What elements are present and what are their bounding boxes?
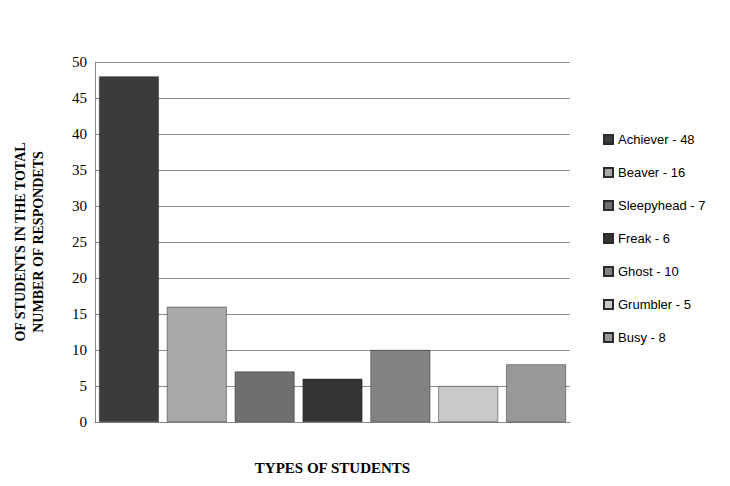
svg-text:OF STUDENTS IN THE TOTAL: OF STUDENTS IN THE TOTAL <box>13 142 28 341</box>
svg-text:0: 0 <box>80 414 88 430</box>
svg-text:10: 10 <box>72 342 87 358</box>
svg-text:35: 35 <box>72 162 87 178</box>
svg-text:30: 30 <box>72 198 87 214</box>
svg-text:Busy - 8: Busy - 8 <box>618 330 666 345</box>
svg-text:Ghost - 10: Ghost - 10 <box>618 264 679 279</box>
svg-text:50: 50 <box>72 54 87 70</box>
svg-text:TYPES OF STUDENTS: TYPES OF STUDENTS <box>255 460 410 476</box>
svg-text:20: 20 <box>72 270 87 286</box>
svg-text:NUMBER OF RESPONDETS: NUMBER OF RESPONDETS <box>31 151 46 333</box>
svg-text:Beaver - 16: Beaver - 16 <box>618 165 685 180</box>
svg-text:Achiever - 48: Achiever - 48 <box>618 132 695 147</box>
svg-text:15: 15 <box>72 306 87 322</box>
svg-text:40: 40 <box>72 126 87 142</box>
svg-text:5: 5 <box>80 378 88 394</box>
svg-text:25: 25 <box>72 234 87 250</box>
svg-text:Grumbler - 5: Grumbler - 5 <box>618 297 691 312</box>
svg-text:45: 45 <box>72 90 87 106</box>
svg-text:Sleepyhead - 7: Sleepyhead - 7 <box>618 198 705 213</box>
svg-text:Freak - 6: Freak - 6 <box>618 231 670 246</box>
